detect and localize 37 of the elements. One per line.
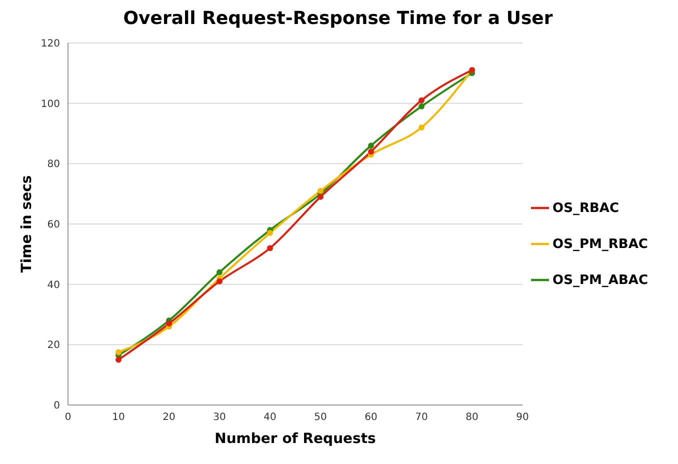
x-tick-label: 50 xyxy=(314,412,327,424)
point xyxy=(418,103,425,110)
point xyxy=(318,188,324,194)
y-tick-label: 80 xyxy=(47,159,60,170)
y-tick-label: 0 xyxy=(54,400,60,412)
y-tick-label: 40 xyxy=(47,280,60,291)
x-axis-title: Number of Requests xyxy=(214,431,376,447)
y-tick-label: 100 xyxy=(40,98,60,110)
x-tick-label: 70 xyxy=(415,412,428,424)
x-tick-label: 60 xyxy=(364,412,378,424)
point xyxy=(116,356,122,363)
point xyxy=(216,269,223,276)
point xyxy=(166,320,172,327)
point xyxy=(267,245,274,252)
x-tick-label: 10 xyxy=(112,412,125,424)
y-tick-label: 20 xyxy=(47,340,60,352)
x-tick-label: 30 xyxy=(213,412,226,424)
point xyxy=(418,97,425,104)
point xyxy=(216,278,223,284)
y-tick-label: 60 xyxy=(47,220,60,231)
legend-label: OS_RBAC xyxy=(552,201,619,216)
legend-label: OS_PM_ABAC xyxy=(552,273,648,288)
legend-label: OS_PM_RBAC xyxy=(552,237,648,252)
point xyxy=(368,148,374,155)
point xyxy=(267,230,274,236)
chart-title: Overall Request-Response Time for a User xyxy=(122,8,554,29)
y-tick-label: 120 xyxy=(40,38,60,50)
x-tick-label: 40 xyxy=(264,412,276,424)
x-tick-label: 20 xyxy=(162,412,176,424)
x-tick-label: 90 xyxy=(516,412,529,424)
point xyxy=(318,194,324,200)
y-axis-title: Time in secs xyxy=(18,175,35,273)
point xyxy=(418,124,425,130)
x-tick-label: 80 xyxy=(466,412,478,424)
point xyxy=(116,349,122,356)
point xyxy=(368,142,374,149)
x-tick-label: 0 xyxy=(64,412,72,424)
